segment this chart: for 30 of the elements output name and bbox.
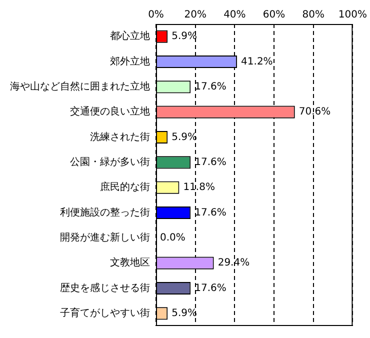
data-label: 5.9% (172, 31, 198, 42)
y-tick-label: 公園・緑が多い街 (70, 156, 150, 168)
data-label: 0.0% (160, 232, 186, 244)
y-tick-label: 都心立地 (110, 30, 150, 42)
data-label: 5.9% (172, 132, 198, 143)
x-tick-label: 100% (338, 10, 367, 21)
data-label: 17.6% (194, 207, 226, 218)
y-tick-label: 洗練された街 (90, 130, 150, 143)
data-label: 5.9% (172, 308, 198, 320)
data-label: 17.6% (194, 157, 226, 168)
y-tick-label: 交通便の良い立地 (70, 106, 150, 118)
y-tick-label: 子育てがしやすい街 (60, 307, 150, 320)
y-tick-label: 開発が進む新しい街 (60, 232, 150, 244)
y-tick-label: 文教地区 (110, 256, 150, 269)
data-label: 29.4% (218, 258, 250, 269)
y-tick-label: 海や山など自然に囲まれた立地 (10, 80, 150, 93)
x-tick-label: 80% (302, 10, 324, 21)
x-tick-label: 0% (148, 10, 164, 21)
y-tick-label: 郊外立地 (110, 55, 150, 68)
data-label: 11.8% (183, 182, 215, 194)
y-tick-label: 利便施設の整った街 (60, 206, 150, 218)
x-tick-label: 60% (262, 10, 286, 21)
x-tick-label: 40% (224, 10, 246, 21)
data-label: 70.6% (298, 106, 331, 118)
data-label: 17.6% (194, 282, 226, 294)
y-tick-label: 歴史を感じさせる街 (60, 282, 150, 294)
data-label: 41.2% (241, 56, 273, 68)
y-tick-label: 庶民的な街 (100, 181, 150, 194)
data-label: 17.6% (194, 82, 226, 93)
x-tick-label: 20% (184, 10, 206, 21)
